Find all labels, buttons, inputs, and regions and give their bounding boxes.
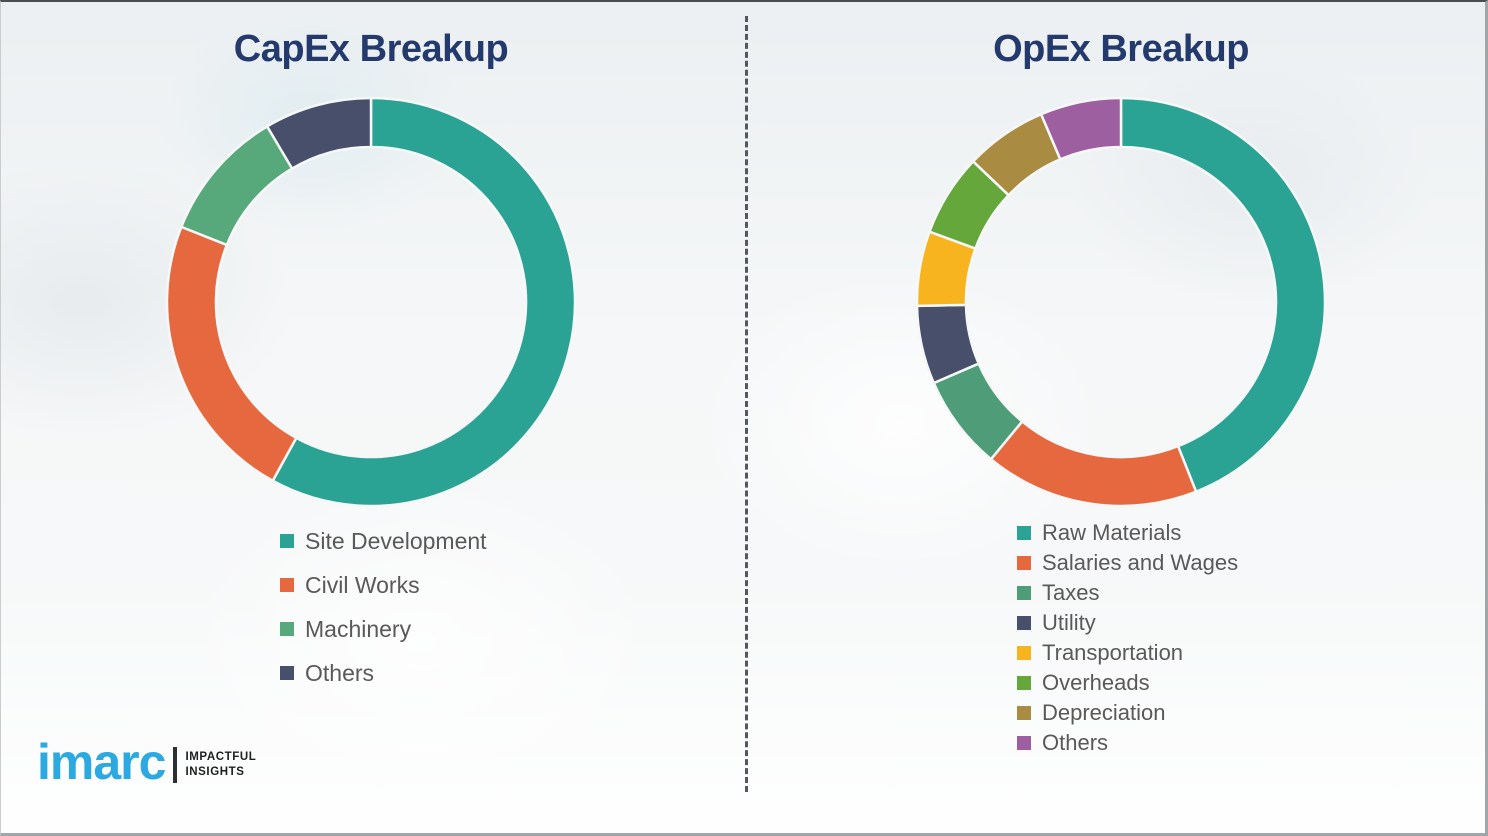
legend-swatch-icon [1017, 646, 1031, 660]
capex-segment-site-development [271, 96, 577, 508]
capex-donut-chart [165, 96, 577, 508]
opex-segment-others [1039, 96, 1123, 161]
legend-item-others: Others [1017, 728, 1238, 758]
legend-label: Depreciation [1042, 700, 1166, 725]
legend-swatch-icon [280, 534, 294, 548]
opex-title: OpEx Breakup [993, 28, 1249, 70]
legend-swatch-icon [1017, 706, 1031, 720]
legend-item-machinery: Machinery [280, 607, 487, 651]
opex-legend: Raw Materials Salaries and Wages Taxes Util… [1017, 518, 1238, 758]
legend-swatch-icon [1017, 556, 1031, 570]
legend-item-salaries-and-wages: Salaries and Wages [1017, 548, 1238, 578]
legend-swatch-icon [280, 666, 294, 680]
dashed-divider-line [745, 16, 748, 792]
opex-segment-raw-materials [1119, 96, 1327, 493]
legend-item-raw-materials: Raw Materials [1017, 518, 1238, 548]
logo-tagline-line1: IMPACTFUL [185, 751, 257, 764]
imarc-logo: imarc IMPACTFUL INSIGHTS [37, 737, 256, 787]
legend-swatch-icon [1017, 676, 1031, 690]
legend-swatch-icon [1017, 526, 1031, 540]
legend-swatch-icon [1017, 586, 1031, 600]
legend-label: Raw Materials [1042, 520, 1182, 545]
legend-label: Taxes [1042, 580, 1100, 605]
legend-label: Site Development [305, 527, 487, 554]
legend-swatch-icon [1017, 616, 1031, 630]
legend-swatch-icon [280, 622, 294, 636]
logo-tagline: IMPACTFUL INSIGHTS [185, 750, 256, 780]
legend-item-taxes: Taxes [1017, 578, 1238, 608]
legend-label: Others [305, 659, 375, 686]
legend-label: Transportation [1042, 640, 1184, 665]
capex-segment-machinery [180, 125, 294, 247]
logo-tagline-line2: INSIGHTS [185, 766, 245, 778]
legend-item-civil-works: Civil Works [280, 563, 487, 607]
logo-divider-bar [173, 747, 178, 783]
legend-label: Machinery [305, 615, 412, 642]
legend-label: Civil Works [305, 571, 420, 598]
opex-donut-chart [915, 96, 1327, 508]
legend-swatch-icon [280, 578, 294, 592]
legend-item-depreciation: Depreciation [1017, 698, 1238, 728]
legend-item-utility: Utility [1017, 608, 1238, 638]
legend-swatch-icon [1017, 736, 1031, 750]
legend-label: Salaries and Wages [1042, 550, 1239, 575]
capex-title: CapEx Breakup [233, 28, 509, 70]
capex-segment-others [265, 96, 373, 170]
legend-label: Overheads [1042, 670, 1150, 695]
legend-item-transportation: Transportation [1017, 638, 1238, 668]
legend-label: Utility [1042, 610, 1096, 635]
imarc-brand-wordmark: imarc [37, 734, 166, 790]
capex-segment-civil-works [165, 225, 298, 483]
capex-legend: Site Development Civil Works Machinery Othe… [280, 519, 487, 695]
legend-label: Others [1042, 730, 1109, 755]
legend-item-others: Others [280, 651, 487, 695]
legend-item-overheads: Overheads [1017, 668, 1238, 698]
opex-segment-salaries-and-wages [989, 420, 1198, 508]
legend-item-site-development: Site Development [280, 519, 487, 563]
